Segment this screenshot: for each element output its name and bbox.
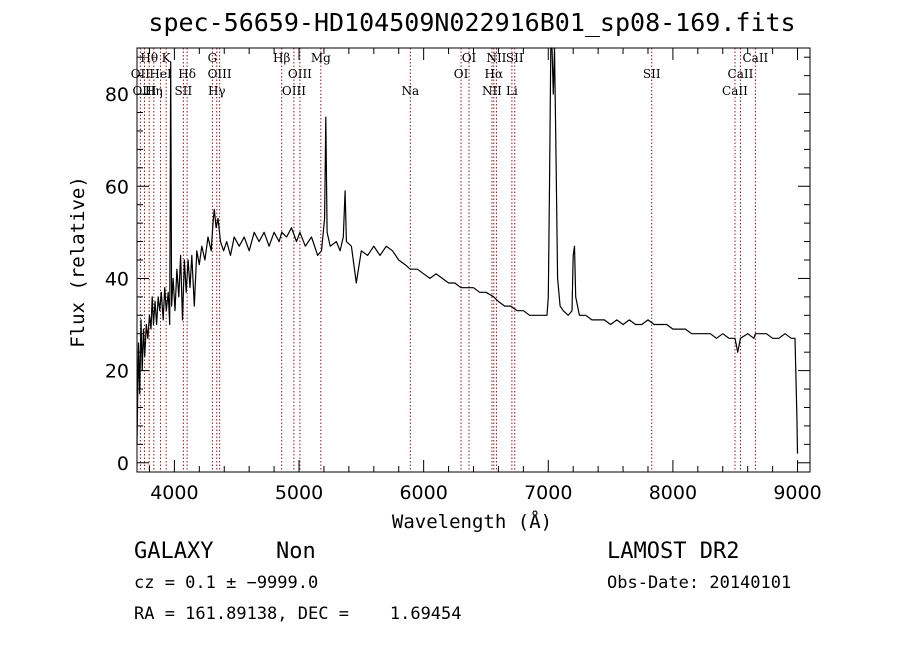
line-marker-label: NII [482,84,502,98]
redshift-readout: cz = 0.1 ± −9999.0 [134,573,318,593]
line-marker-label: OIII [288,67,312,81]
x-axis-label: Wavelength (Å) [392,510,552,533]
y-tick-label: 20 [105,361,129,383]
line-marker-label: CaII [728,67,754,81]
line-marker-label: Li [506,84,518,98]
line-marker-label: Hβ [273,51,290,65]
y-tick-label: 80 [105,84,129,106]
x-tick-label: 4000 [150,482,198,504]
object-class: GALAXY [134,539,213,564]
line-marker-label: OIII [208,67,232,81]
line-marker-label: HeI [149,67,172,81]
observation-date: Obs-Date: 20140101 [607,573,791,593]
spectrum-line [136,47,799,454]
line-marker-label: SII [506,51,524,65]
y-tick-label: 0 [117,453,129,475]
line-marker-label: Hα [485,67,504,81]
x-tick-label: 8000 [649,482,697,504]
x-tick-label: 5000 [275,482,323,504]
y-tick-label: 60 [105,176,129,198]
line-marker-label: CaII [722,84,748,98]
y-axis-label: Flux (relative) [67,176,89,348]
line-marker-label: OIII [282,84,306,98]
line-marker-label: CaII [742,51,768,65]
line-marker-label: SII [175,84,193,98]
line-marker-label: Mg [311,51,331,65]
y-tick-label: 40 [105,268,129,290]
line-marker-label: Hγ [208,84,226,98]
x-tick-label: 6000 [399,482,447,504]
line-marker-label: Na [401,84,419,98]
object-subclass: Non [276,539,316,564]
chart-title: spec-56659-HD104509N022916B01_sp08-169.f… [148,8,795,37]
line-marker-label: NII [486,51,506,65]
y-axis-ticks: 0 20 40 60 80 [105,56,810,475]
line-markers [139,48,756,472]
line-marker-label: Hδ [178,67,196,81]
line-marker-label: OII [131,67,151,81]
coordinates-readout: RA = 161.89138, DEC = 1.69454 [134,604,462,624]
line-marker-label: Hθ [140,51,158,65]
line-marker-label: G [208,51,218,65]
plot-frame [136,47,811,473]
x-tick-label: 9000 [773,482,821,504]
line-marker-label: OI [462,51,477,65]
x-tick-label: 7000 [524,482,572,504]
line-marker-label: OI [454,67,469,81]
line-marker-label: K [162,51,172,65]
line-marker-label: Hη [145,84,163,98]
survey-name: LAMOST DR2 [607,539,739,564]
x-axis-ticks: 4000 5000 6000 7000 8000 9000 [148,48,822,504]
line-marker-label: SII [643,67,661,81]
